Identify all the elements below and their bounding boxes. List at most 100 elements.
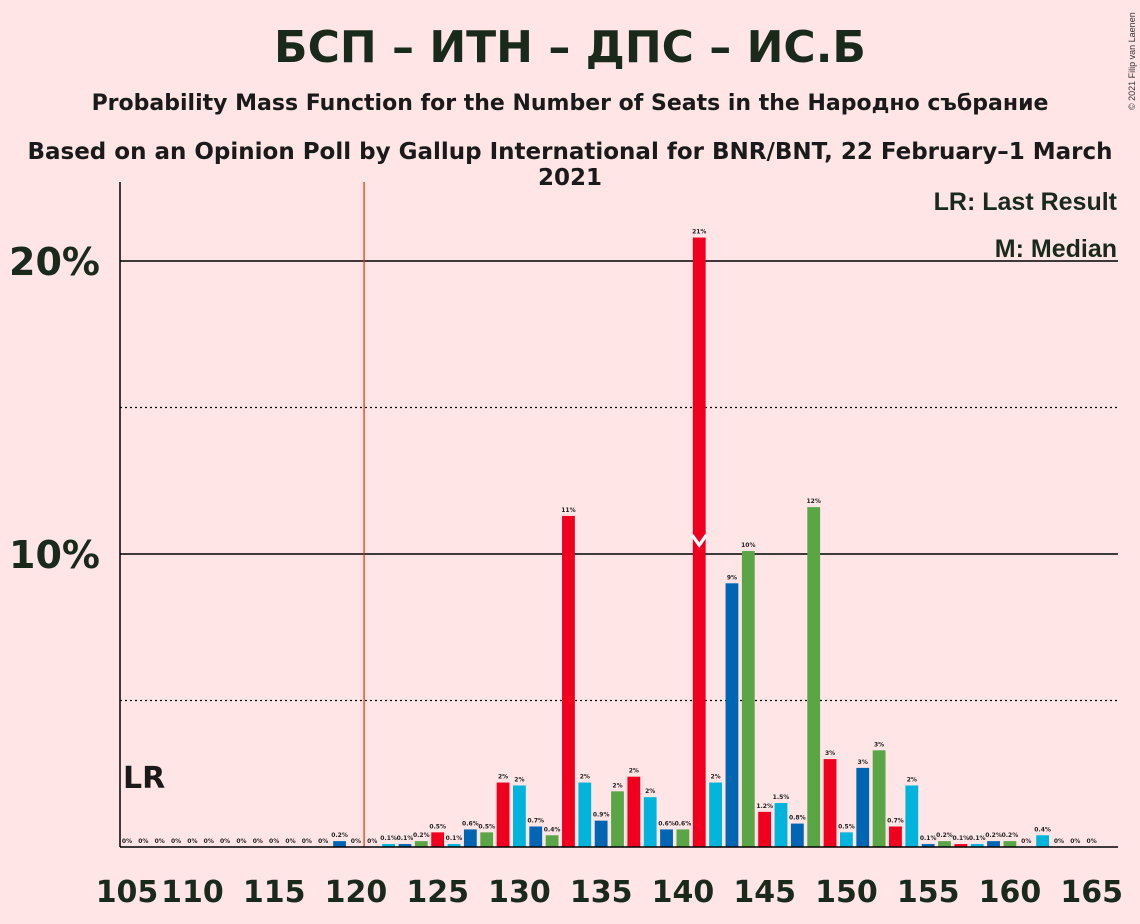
- bar-value-label: 2%: [645, 788, 655, 795]
- bar-value-label: 0.2%: [413, 832, 430, 839]
- bar-seat-139: [660, 829, 673, 847]
- bar-seat-129: [496, 782, 510, 847]
- bar-value-label: 0%: [122, 838, 132, 845]
- x-tick-label: 115: [243, 875, 306, 910]
- bar-value-label: 0%: [367, 838, 377, 845]
- x-tick-label: 150: [815, 875, 878, 910]
- bar-value-label: 0.8%: [789, 815, 806, 822]
- bar-seat-150: [840, 832, 853, 847]
- bar-value-label: 0%: [269, 838, 279, 845]
- bar-value-label: 0.4%: [1034, 826, 1051, 833]
- bar-seat-135: [594, 820, 608, 847]
- bar-value-label: 0%: [187, 838, 197, 845]
- bar-seat-162: [1036, 835, 1049, 847]
- bar-seat-160: [1003, 841, 1017, 847]
- bar-seat-156: [938, 841, 951, 847]
- bar-seat-148: [807, 507, 821, 847]
- bar-value-label: 0%: [302, 838, 312, 845]
- bar-value-label: 2%: [711, 774, 721, 781]
- bar-seat-141: [692, 237, 706, 847]
- bar-seat-119: [333, 841, 346, 847]
- bar-seat-132: [545, 835, 559, 847]
- bar-value-label: 0%: [236, 838, 246, 845]
- bar-value-label: 0%: [171, 838, 181, 845]
- bar-value-label: 0.2%: [936, 832, 953, 839]
- bar-seat-136: [611, 791, 624, 847]
- x-tick-label: 155: [897, 875, 960, 910]
- bar-seat-133: [562, 515, 575, 847]
- y-tick-label: 10%: [9, 533, 100, 577]
- bar-seat-134: [578, 782, 592, 847]
- bar-seat-145: [758, 811, 772, 847]
- bar-value-label: 0%: [318, 838, 328, 845]
- bar-value-label: 0.1%: [953, 835, 970, 842]
- bar-value-label: 0.2%: [331, 832, 348, 839]
- bar-seat-151: [856, 767, 870, 847]
- bar-value-label: 2%: [580, 774, 590, 781]
- bar-seat-123: [398, 844, 412, 847]
- bar-seat-142: [709, 782, 722, 847]
- chart-subtitle: Probability Mass Function for the Number…: [91, 91, 1049, 116]
- bar-seat-128: [480, 832, 494, 847]
- bar-value-label: 0.4%: [544, 826, 561, 833]
- bar-seat-130: [513, 785, 526, 847]
- bar-value-label: 1.2%: [756, 803, 773, 810]
- bar-value-label: 0%: [155, 838, 165, 845]
- x-tick-label: 140: [652, 875, 715, 910]
- bar-value-label: 3%: [858, 759, 868, 766]
- x-tick-label: 160: [979, 875, 1042, 910]
- bar-seat-155: [921, 844, 935, 847]
- x-tick-label: 130: [488, 875, 551, 910]
- bar-value-label: 9%: [727, 574, 737, 581]
- bar-value-label: 0.6%: [462, 820, 479, 827]
- bar-value-label: 2%: [612, 782, 622, 789]
- bar-seat-152: [872, 750, 886, 847]
- bar-seat-137: [627, 776, 641, 847]
- bar-seat-125: [431, 832, 445, 847]
- bar-value-label: 1.5%: [773, 794, 790, 801]
- legend-last-result: LR: Last Result: [934, 188, 1118, 216]
- bar-seat-149: [823, 759, 837, 847]
- x-tick-label: 120: [325, 875, 388, 910]
- bar-seat-131: [529, 826, 543, 847]
- bar-value-label: 0%: [1070, 838, 1080, 845]
- bar-seat-147: [790, 823, 804, 847]
- bar-value-label: 0.6%: [675, 820, 692, 827]
- x-tick-label: 125: [406, 875, 469, 910]
- bar-seat-143: [725, 583, 739, 847]
- chart-title: БСП – ИТН – ДПС – ИС.Б: [274, 22, 866, 73]
- x-tick-label: 110: [161, 875, 224, 910]
- bar-value-label: 3%: [825, 750, 835, 757]
- bar-value-label: 0%: [1087, 838, 1097, 845]
- bar-value-label: 2%: [498, 774, 508, 781]
- bar-value-label: 12%: [807, 498, 821, 505]
- chart-source: Based on an Opinion Poll by Gallup Inter…: [27, 139, 1113, 191]
- x-tick-label: 165: [1060, 875, 1123, 910]
- x-tick-label: 135: [570, 875, 633, 910]
- y-tick-label: 20%: [9, 240, 100, 284]
- bar-value-label: 0.5%: [429, 823, 446, 830]
- bar-value-label: 0%: [204, 838, 214, 845]
- last-result-label: LR: [123, 761, 165, 796]
- bar-seat-159: [987, 841, 1000, 847]
- bar-value-label: 0%: [1021, 838, 1031, 845]
- bar-value-label: 10%: [741, 542, 755, 549]
- bar-value-label: 0.1%: [380, 835, 397, 842]
- bar-value-label: 0.2%: [1002, 832, 1019, 839]
- bar-seat-126: [447, 844, 461, 847]
- x-tick-label: 105: [96, 875, 159, 910]
- bar-value-label: 0%: [253, 838, 263, 845]
- bar-value-label: 2%: [907, 776, 917, 783]
- bar-value-label: 0.5%: [838, 823, 855, 830]
- bar-seat-158: [970, 844, 984, 847]
- bar-value-label: 0.7%: [887, 817, 904, 824]
- x-tick-label: 145: [733, 875, 796, 910]
- bar-value-label: 0.7%: [527, 817, 544, 824]
- bar-value-label: 2%: [514, 776, 524, 783]
- bar-value-label: 0%: [351, 838, 361, 845]
- bar-value-label: 11%: [561, 507, 575, 514]
- legend-median: M: Median: [995, 235, 1117, 263]
- bar-value-label: 0.6%: [658, 820, 675, 827]
- bar-seat-138: [643, 797, 657, 847]
